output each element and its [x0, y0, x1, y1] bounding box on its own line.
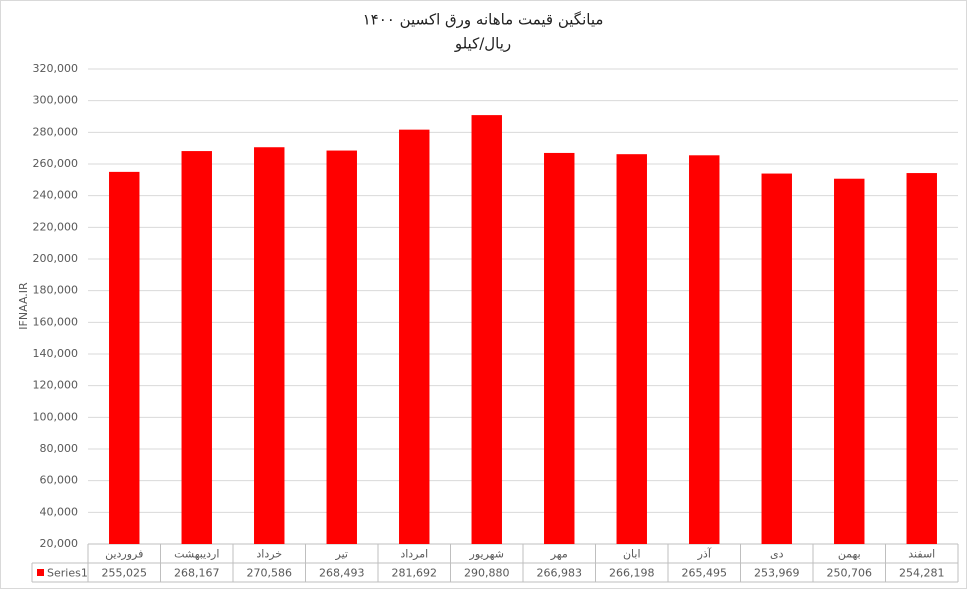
x-tick-label: خرداد: [256, 548, 282, 561]
x-tick-label: آذر: [697, 547, 712, 561]
legend-swatch: [37, 569, 44, 576]
bar: [181, 151, 212, 545]
y-tick-label: 180,000: [33, 284, 79, 297]
bar: [254, 147, 285, 544]
value-label: 268,167: [174, 567, 220, 580]
x-tick-label: بهمن: [838, 548, 861, 561]
y-tick-label: 200,000: [33, 252, 79, 265]
value-label: 265,495: [682, 567, 728, 580]
y-tick-label: 280,000: [33, 125, 79, 138]
bar: [471, 115, 502, 545]
x-tick-label: مهر: [550, 548, 568, 561]
y-tick-label: 80,000: [40, 442, 79, 455]
value-label: 255,025: [102, 567, 148, 580]
value-label: 266,983: [537, 567, 583, 580]
bar: [544, 152, 575, 544]
y-tick-label: 120,000: [33, 379, 79, 392]
value-label: 281,692: [392, 567, 438, 580]
bar: [616, 154, 647, 544]
value-label: 290,880: [464, 567, 510, 580]
y-tick-label: 160,000: [33, 315, 79, 328]
x-tick-label: اسفند: [908, 548, 935, 561]
x-tick-label: فروردین: [105, 548, 143, 561]
x-tick-label: ابان: [623, 548, 641, 561]
y-axis-label: IFNAA.IR: [17, 282, 30, 330]
x-tick-label: دی: [770, 548, 784, 561]
value-label: 253,969: [754, 567, 800, 580]
value-label: 254,281: [899, 567, 945, 580]
x-tick-label: امرداد: [400, 548, 428, 561]
value-label: 270,586: [247, 567, 293, 580]
bar: [109, 171, 140, 545]
legend-label: Series1: [47, 567, 88, 580]
bar: [834, 178, 865, 544]
y-tick-label: 20,000: [40, 537, 79, 550]
bar: [399, 129, 430, 544]
chart-title: میانگین قیمت ماهانه ورق اکسین ۱۴۰۰: [363, 11, 604, 29]
bar: [689, 155, 720, 545]
y-tick-label: 220,000: [33, 220, 79, 233]
y-tick-label: 300,000: [33, 94, 79, 107]
value-label: 268,493: [319, 567, 365, 580]
y-tick-label: 40,000: [40, 505, 79, 518]
value-label: 250,706: [827, 567, 873, 580]
bar: [761, 173, 792, 545]
y-tick-label: 260,000: [33, 157, 79, 170]
x-tick-label: تیر: [335, 548, 348, 561]
y-tick-label: 320,000: [33, 62, 79, 75]
bar: [906, 173, 937, 544]
y-tick-label: 100,000: [33, 410, 79, 423]
y-tick-label: 240,000: [33, 189, 79, 202]
y-tick-label: 60,000: [40, 474, 79, 487]
x-tick-label: شهریور: [469, 548, 504, 561]
value-label: 266,198: [609, 567, 655, 580]
chart-subtitle: ریال/کیلو: [454, 35, 511, 53]
y-tick-label: 140,000: [33, 347, 79, 360]
x-tick-label: اردیبهشت: [174, 548, 219, 561]
bar: [326, 150, 357, 545]
